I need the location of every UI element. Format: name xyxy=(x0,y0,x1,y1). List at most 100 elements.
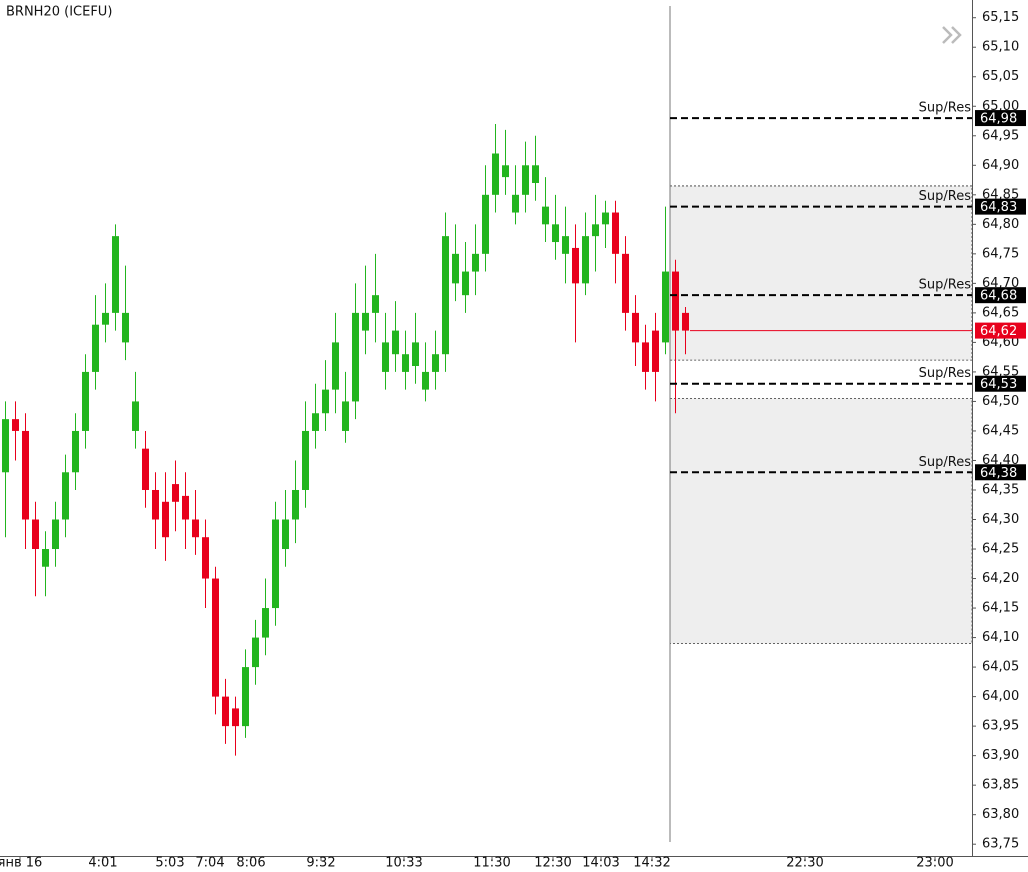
y-tick-label: 65,10 xyxy=(982,40,1019,55)
x-tick-label: 14:03 xyxy=(582,856,619,871)
last-price-label: 64,62 xyxy=(980,324,1017,339)
y-tick-label: 63,90 xyxy=(982,748,1019,763)
candle-body xyxy=(672,271,679,331)
x-tick-label: 12:30 xyxy=(534,856,571,871)
y-tick-label: 64,30 xyxy=(982,512,1019,527)
y-tick-label: 64,45 xyxy=(982,423,1019,438)
sup-res-label: Sup/Res xyxy=(919,278,972,293)
candle-body xyxy=(62,472,69,520)
zones xyxy=(669,185,973,644)
candle-body xyxy=(272,519,279,609)
candle-body xyxy=(262,608,269,638)
y-tick-label: 64,75 xyxy=(982,246,1019,261)
y-tick-label: 65,05 xyxy=(982,69,1019,84)
y-tick-label: 64,40 xyxy=(982,453,1019,468)
y-tick-label: 64,55 xyxy=(982,364,1019,379)
candle-body xyxy=(372,295,379,313)
candle-body xyxy=(172,484,179,502)
y-tick-label: 64,10 xyxy=(982,630,1019,645)
candle-body xyxy=(512,194,519,213)
x-tick-label: 8:06 xyxy=(236,856,265,871)
plot xyxy=(2,123,689,756)
level-price-box xyxy=(975,464,1026,481)
y-tick-label: 64,65 xyxy=(982,305,1019,320)
candle-body xyxy=(212,578,219,697)
x-tick-label: 23:00 xyxy=(916,856,953,871)
candle-body xyxy=(322,389,329,414)
candle-body xyxy=(422,371,429,390)
candle-body xyxy=(632,312,639,343)
candle-body xyxy=(82,371,89,431)
candle-body xyxy=(592,224,599,237)
y-tick-label: 64,90 xyxy=(982,158,1019,173)
y-tick-label: 64,95 xyxy=(982,128,1019,143)
candle-body xyxy=(42,549,49,567)
candle-body xyxy=(622,253,629,313)
y-tick-label: 64,25 xyxy=(982,542,1019,557)
y-tick-label: 64,05 xyxy=(982,660,1019,675)
candle-body xyxy=(52,519,59,550)
x-tick-label: 22:30 xyxy=(786,856,823,871)
overlay: Sup/Res 64,98 Sup/Res 64,83 Sup/Res 64,68 Sup/… xyxy=(670,101,1026,481)
x-tick-label: 4:01 xyxy=(88,856,117,871)
sup-res-label: Sup/Res xyxy=(919,189,972,204)
candle-body xyxy=(612,212,619,254)
candle-body xyxy=(472,253,479,272)
y-tick-label: 64,50 xyxy=(982,394,1019,409)
x-tick-label: янв 16 xyxy=(0,856,42,871)
candle-body xyxy=(162,501,169,538)
zone xyxy=(669,185,973,361)
y-tick-label: 63,75 xyxy=(982,837,1019,852)
candle-body xyxy=(182,495,189,520)
candle-body xyxy=(662,271,669,343)
candle-body xyxy=(282,519,289,550)
candle-body xyxy=(562,236,569,254)
candle-body xyxy=(112,236,119,313)
level-price-label: 64,53 xyxy=(980,377,1017,392)
y-tick-label: 64,20 xyxy=(982,571,1019,586)
y-tick-label: 64,85 xyxy=(982,187,1019,202)
level-price-box xyxy=(975,287,1026,304)
candle-body xyxy=(142,448,149,490)
candle-body xyxy=(192,519,199,538)
level-price-box xyxy=(975,110,1026,127)
candle-body xyxy=(132,401,139,431)
candle-body xyxy=(122,312,129,343)
level-price-label: 64,98 xyxy=(980,112,1017,127)
y-tick-label: 64,35 xyxy=(982,482,1019,497)
candle-body xyxy=(2,419,9,473)
zone xyxy=(669,398,973,644)
y-tick-label: 65,15 xyxy=(982,10,1019,25)
candle-body xyxy=(22,430,29,520)
candle-body xyxy=(12,419,19,431)
candle-body xyxy=(352,312,359,402)
candle-body xyxy=(452,253,459,284)
candle-body xyxy=(552,224,559,243)
candle-body xyxy=(362,312,369,331)
candle-body xyxy=(72,430,79,473)
expand-button[interactable] xyxy=(942,26,962,44)
axes: 65,15 65,10 65,05 65,00 64,95 64,90 64,85 64,80… xyxy=(0,10,1019,870)
candle-body xyxy=(92,324,99,372)
candle-body xyxy=(532,165,539,184)
x-tick-label: 7:04 xyxy=(195,856,224,871)
x-tick-label: 14:32 xyxy=(633,856,670,871)
candle-body xyxy=(242,667,249,727)
y-tick-label: 63,80 xyxy=(982,807,1019,822)
y-tick-label: 64,70 xyxy=(982,276,1019,291)
candle-body xyxy=(152,489,159,520)
candle-body xyxy=(202,537,209,579)
sup-res-label: Sup/Res xyxy=(919,101,972,116)
candle-body xyxy=(602,212,609,225)
candle-body xyxy=(312,413,319,431)
candle-body xyxy=(32,519,39,550)
x-tick-label: 11:30 xyxy=(473,856,510,871)
x-tick-label: 9:32 xyxy=(306,856,335,871)
level-price-label: 64,38 xyxy=(980,466,1017,481)
candle-body xyxy=(572,247,579,284)
candle-body xyxy=(232,708,239,727)
candle-body xyxy=(392,330,399,355)
candle-body xyxy=(492,153,499,195)
sup-res-label: Sup/Res xyxy=(919,366,972,381)
candle-body xyxy=(582,236,589,284)
